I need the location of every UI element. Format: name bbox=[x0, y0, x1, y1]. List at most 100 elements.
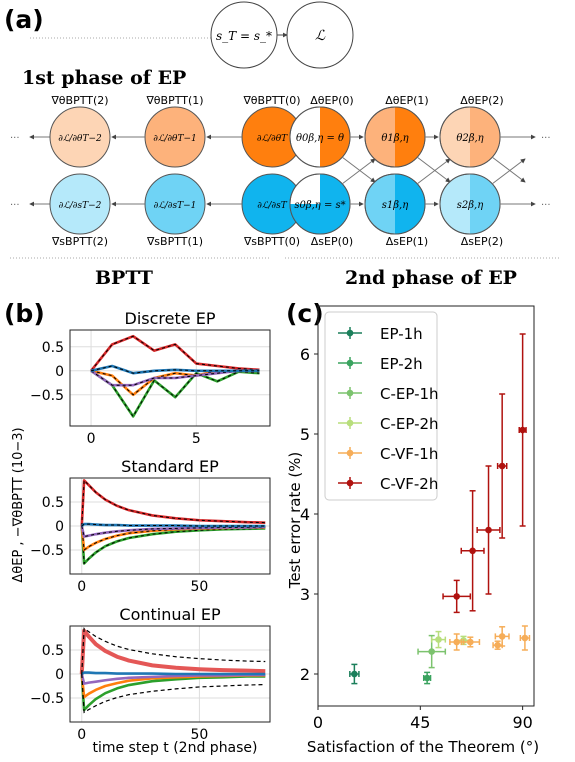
series-line-overlay bbox=[90, 365, 260, 374]
bptt-theta-grad-label: ∇θBPTT(2) bbox=[50, 94, 108, 107]
ep-s-delta-label: ΔsEP(2) bbox=[461, 235, 503, 248]
y-tick-label: 4 bbox=[300, 505, 310, 524]
x-tick-label: 0 bbox=[87, 431, 96, 447]
legend-swatch-dot bbox=[346, 449, 354, 457]
panel-c-xlabel: Satisfaction of the Theorem (°) bbox=[307, 738, 539, 756]
y-tick-label: 0.5 bbox=[42, 495, 64, 511]
ep-s-node-label: s1β,η bbox=[382, 200, 408, 211]
panel-b-label: (b) bbox=[4, 299, 45, 328]
bptt-s-grad-label: ∇sBPTT(2) bbox=[51, 235, 108, 248]
ep-s-node-fill bbox=[395, 174, 425, 234]
bptt-theta-grad-label: ∇θBPTT(1) bbox=[145, 94, 203, 107]
legend-swatch-dot bbox=[346, 389, 354, 397]
panel-a-label: (a) bbox=[4, 5, 44, 34]
series-line-dashed bbox=[81, 673, 266, 714]
ep-theta-node-label: θ2β,η bbox=[456, 133, 483, 144]
ep-theta-delta-label: ΔθEP(1) bbox=[385, 94, 428, 107]
ep-theta-delta-label: ΔθEP(2) bbox=[460, 94, 503, 107]
ep-s-delta-label: ΔsEP(1) bbox=[386, 235, 428, 248]
subplot-2: Standard EP 0.5 0 −0.5 0 50 bbox=[30, 457, 271, 595]
x-tick-label: 0 bbox=[77, 579, 86, 595]
panel-b-xlabel: time step t (2nd phase) bbox=[92, 740, 257, 756]
data-point bbox=[453, 593, 460, 600]
y-tick-label: 0.5 bbox=[42, 340, 64, 356]
legend-swatch-dot bbox=[346, 329, 354, 337]
bptt-title: BPTT bbox=[95, 267, 153, 289]
panel-c-label: (c) bbox=[286, 299, 324, 328]
ep-s-delta-label: ΔsEP(0) bbox=[311, 235, 353, 248]
legend-label: C-EP-2h bbox=[380, 415, 439, 433]
legend-swatch-dot bbox=[346, 359, 354, 367]
x-tick-label: 50 bbox=[190, 579, 208, 595]
series-line-overlay bbox=[81, 525, 266, 538]
bptt-theta-node-label: ∂ℒ/∂θT−1 bbox=[153, 134, 197, 144]
ep-s-node-label: s0β,η = s* bbox=[294, 200, 345, 211]
series-line bbox=[90, 334, 260, 372]
ep-theta-node-fill bbox=[320, 107, 350, 167]
subplot-title: Standard EP bbox=[121, 457, 219, 476]
ep-theta-node-fill bbox=[395, 107, 425, 167]
data-point bbox=[498, 462, 506, 470]
phase1-loss-node bbox=[286, 1, 354, 69]
series-line bbox=[80, 479, 266, 527]
legend-label: EP-1h bbox=[380, 325, 423, 343]
phase1-loss-label: ℒ bbox=[315, 28, 326, 44]
y-tick-label: −0.5 bbox=[30, 691, 64, 707]
panel-b-ylabel: ΔθEP , −∇θBPTT (10−3) bbox=[11, 427, 26, 582]
y-tick-label: 2 bbox=[300, 665, 310, 684]
phase1-title: 1st phase of EP bbox=[22, 67, 186, 89]
data-point bbox=[435, 636, 442, 643]
legend: EP-1h EP-2h C-EP-1h C-EP-2h C-VF-1h C-VF-2h bbox=[324, 311, 439, 501]
data-point bbox=[498, 633, 506, 640]
phase2-title: 2nd phase of EP bbox=[345, 267, 517, 289]
ep-cross-arrow-up bbox=[341, 158, 376, 185]
series-line-dashed bbox=[81, 627, 266, 675]
y-tick-label: 5 bbox=[300, 425, 310, 444]
bptt-theta-ellipsis: ··· bbox=[10, 133, 20, 144]
legend-label: EP-2h bbox=[380, 355, 423, 373]
ep-cross-arrow-up bbox=[491, 158, 526, 185]
bptt-theta-node-label: ∂ℒ/∂θT bbox=[257, 134, 288, 144]
legend-label: C-VF-1h bbox=[380, 445, 438, 463]
series-line bbox=[81, 671, 266, 676]
legend-label: C-VF-2h bbox=[380, 475, 438, 493]
ep-theta-node-label: θ1β,η bbox=[381, 133, 408, 144]
y-tick-label: −0.5 bbox=[30, 543, 64, 559]
bptt-s-node-label: ∂ℒ/∂sT−2 bbox=[59, 201, 102, 211]
data-point bbox=[519, 426, 526, 434]
subplot-frame bbox=[69, 625, 271, 723]
y-tick-label: 6 bbox=[300, 345, 310, 364]
ep-theta-delta-label: ΔθEP(0) bbox=[310, 94, 353, 107]
data-point bbox=[453, 638, 460, 646]
x-tick-label: 0 bbox=[77, 727, 86, 743]
legend-label: C-EP-1h bbox=[380, 385, 439, 403]
bptt-theta-node-label: ∂ℒ/∂θT−2 bbox=[58, 134, 102, 144]
data-point bbox=[467, 638, 474, 646]
x-tick-label: 0 bbox=[313, 713, 323, 732]
series-line-overlay bbox=[90, 370, 260, 418]
panel-a: (a) s_T = s_* ℒ 1st phase of EP ··· ··· ∇θ… bbox=[4, 1, 560, 289]
subplot-frame bbox=[69, 329, 271, 427]
data-point bbox=[485, 526, 492, 534]
y-tick-label: 0 bbox=[55, 364, 64, 380]
legend-swatch-dot bbox=[346, 419, 354, 427]
ep-cross-arrow-down bbox=[341, 156, 376, 183]
bptt-s-node bbox=[49, 173, 111, 235]
data-point bbox=[428, 648, 435, 655]
bptt-s-grad-label: ∇sBPTT(1) bbox=[146, 235, 203, 248]
ep-cross-arrow-down bbox=[416, 156, 451, 183]
y-tick-label: 0 bbox=[55, 519, 64, 535]
ep-cross-arrow-down bbox=[491, 156, 526, 183]
data-point bbox=[521, 634, 529, 642]
scatter-frame bbox=[317, 305, 535, 707]
ep-theta-ellipsis: ··· bbox=[541, 133, 551, 144]
bptt-s-node-label: ∂ℒ/∂sT−1 bbox=[154, 201, 197, 211]
ep-s-node-fill bbox=[470, 174, 500, 234]
series-line-overlay bbox=[81, 525, 266, 551]
series-line bbox=[80, 673, 266, 712]
ep-theta-node-fill bbox=[470, 107, 500, 167]
panel-b-subplots: Discrete EP 0.5 0 −0.5 0 5 Standard EP 0.5 0 −0.5… bbox=[30, 309, 271, 743]
y-tick-label: 0.5 bbox=[42, 643, 64, 659]
